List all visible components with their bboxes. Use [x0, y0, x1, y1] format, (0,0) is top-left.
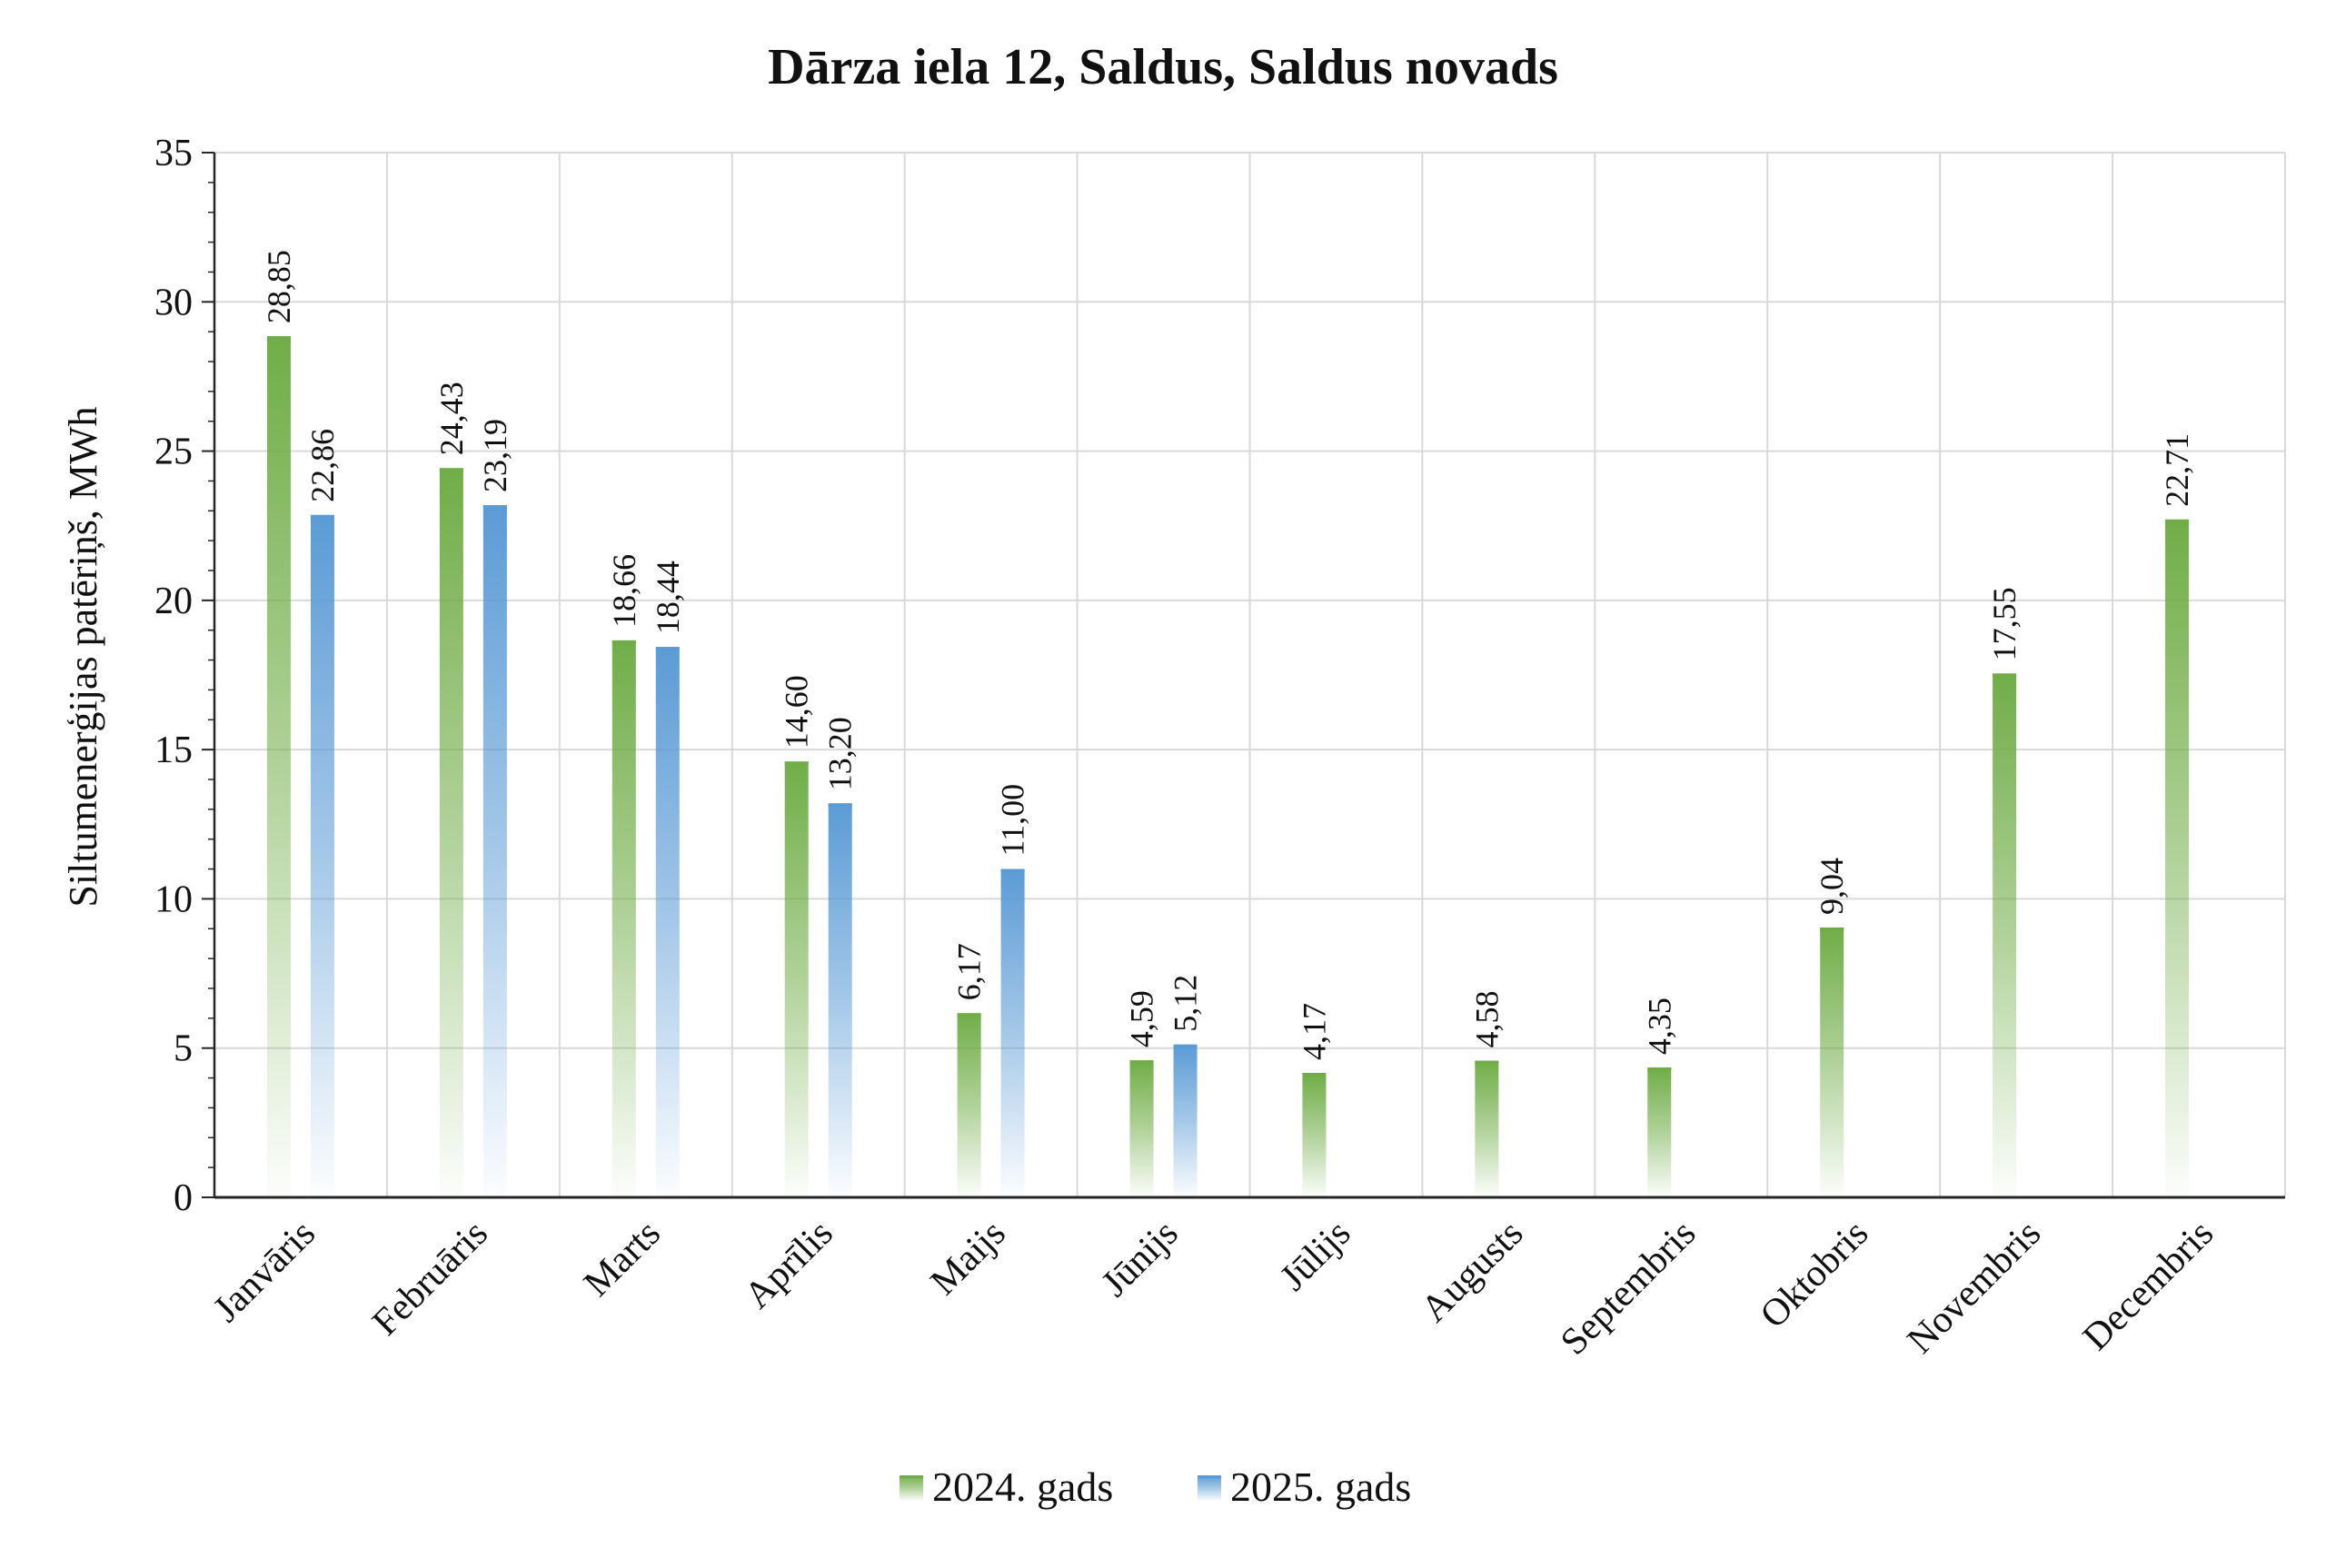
legend-swatch	[1198, 1475, 1221, 1501]
bar-top-edge	[310, 514, 334, 519]
x-tick-label: Augusts	[1414, 1213, 1532, 1331]
bars	[266, 336, 2190, 1198]
bar-top-edge	[1129, 1060, 1154, 1065]
legend-swatch-top	[900, 1475, 923, 1478]
data-label: 23,19	[477, 419, 513, 492]
bar-2024-Oktobris	[1820, 927, 1844, 1197]
bar-2025-Janvāris	[310, 514, 334, 1197]
bar-top-edge	[482, 505, 507, 510]
bar-2024-Jūnijs	[1129, 1060, 1154, 1197]
bar-top-edge	[957, 1013, 981, 1017]
data-label: 18,44	[650, 561, 686, 634]
legend-label: 2025. gads	[1230, 1464, 1411, 1510]
x-tick-label: Jūlijs	[1272, 1213, 1358, 1299]
bar-2024-Februāris	[439, 468, 463, 1197]
y-tick-label: 0	[174, 1177, 193, 1219]
bar-top-edge	[1820, 927, 1844, 931]
data-labels: 28,85 24,43 18,66 14,60 6,17 4,59 4,17 4,58 4,35…	[261, 250, 2195, 1060]
grid-lines	[214, 152, 2286, 1197]
y-axis-label: Siltumenerģijas patēriņš, MWh	[61, 406, 105, 907]
data-label: 18,66	[606, 554, 642, 628]
bar-2025-Aprīlis	[828, 803, 852, 1197]
data-label: 4,17	[1296, 1003, 1332, 1060]
legend-label: 2024. gads	[932, 1464, 1113, 1510]
data-label: 6,17	[951, 943, 988, 1000]
bar-top-edge	[266, 336, 291, 341]
y-tick-label: 10	[154, 878, 193, 920]
bar-2024-Aprīlis	[784, 761, 809, 1197]
bar-top-edge	[784, 761, 809, 766]
bar-top-edge	[1302, 1072, 1327, 1077]
x-tick-label: Marts	[576, 1213, 669, 1305]
chart-title: Dārza iela 12, Saldus, Saldus novads	[768, 39, 1558, 95]
bar-2024-Novembris	[1993, 673, 2017, 1197]
bar-top-edge	[439, 468, 463, 472]
x-tick-label: Septembris	[1553, 1213, 1704, 1364]
bar-2025-Maijs	[1000, 868, 1025, 1197]
bar-top-edge	[1173, 1044, 1198, 1048]
x-tick-label: Novembris	[1900, 1213, 2050, 1363]
bar-top-edge	[1000, 868, 1025, 873]
data-label: 22,86	[304, 429, 341, 502]
bar-2025-Februāris	[482, 505, 507, 1197]
bar-2024-Jūlijs	[1302, 1072, 1327, 1197]
bar-2024-Augusts	[1475, 1060, 1499, 1197]
bar-top-edge	[1993, 673, 2017, 678]
x-tick-label: Februāris	[364, 1213, 496, 1345]
data-label: 28,85	[261, 250, 297, 323]
x-tick-label: Aprīlis	[737, 1213, 841, 1317]
bar-2025-Marts	[655, 647, 680, 1197]
data-label: 11,00	[995, 784, 1031, 857]
data-label: 13,20	[822, 717, 859, 790]
y-tick-label: 25	[154, 432, 193, 473]
bar-top-edge	[655, 647, 680, 651]
data-label: 4,35	[1641, 997, 1677, 1055]
data-label: 5,12	[1168, 975, 1204, 1032]
x-tick-label: Maijs	[923, 1213, 1014, 1304]
data-label: 4,59	[1124, 990, 1160, 1047]
bar-2025-Jūnijs	[1173, 1044, 1198, 1197]
data-label: 17,55	[1986, 587, 2023, 660]
data-label: 14,60	[779, 675, 815, 749]
x-tick-label: Decembris	[2075, 1213, 2222, 1359]
bar-top-edge	[1475, 1060, 1499, 1065]
y-tick-label: 5	[174, 1028, 193, 1070]
data-label: 24,43	[433, 382, 470, 455]
bar-2024-Septembris	[1647, 1067, 1672, 1197]
bar-top-edge	[611, 640, 636, 644]
data-label: 22,71	[2159, 433, 2195, 507]
bar-top-edge	[1647, 1067, 1672, 1072]
y-tick-label: 15	[154, 729, 193, 771]
bar-2024-Maijs	[957, 1013, 981, 1197]
bar-2024-Decembris	[2165, 519, 2190, 1197]
x-tick-label: Jūnijs	[1094, 1213, 1187, 1305]
y-tick-label: 30	[154, 282, 193, 323]
data-label: 4,58	[1468, 991, 1505, 1048]
axes: 0 5 10 15 20 25 30 35 Janvāris Februāris Marts Aprī…	[154, 133, 2285, 1364]
legend-swatch-top	[1198, 1475, 1221, 1478]
bar-top-edge	[2165, 519, 2190, 523]
bar-top-edge	[828, 803, 852, 808]
y-tick-label: 35	[154, 133, 193, 174]
bar-2024-Janvāris	[266, 336, 291, 1198]
bar-2024-Marts	[611, 640, 636, 1197]
legend: 2024. gads 2025. gads	[900, 1464, 1411, 1510]
data-label: 9,04	[1814, 858, 1850, 915]
x-tick-label: Janvāris	[205, 1213, 323, 1331]
y-tick-label: 20	[154, 581, 193, 622]
legend-swatch	[900, 1475, 923, 1501]
x-tick-label: Oktobris	[1753, 1213, 1876, 1336]
